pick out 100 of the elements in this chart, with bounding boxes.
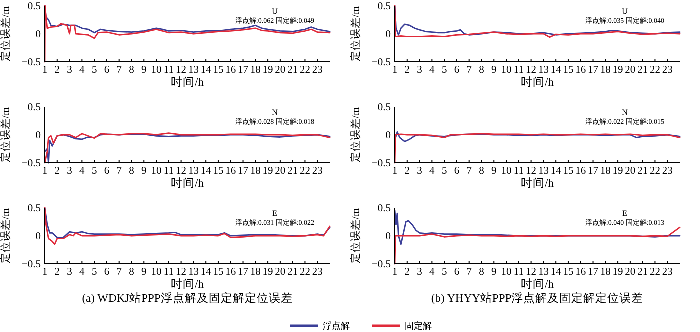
x-tick-label: 3	[67, 267, 72, 278]
x-tick-label: 11	[514, 267, 524, 278]
x-tick-label: 4	[430, 267, 436, 278]
x-tick-label: 10	[501, 267, 512, 278]
x-tick-label: 6	[104, 267, 110, 278]
x-axis-title: 时间/h	[171, 177, 204, 190]
x-tick-label: 8	[129, 166, 134, 177]
x-tick-label: 5	[92, 267, 98, 278]
x-tick-label: 19	[612, 166, 624, 177]
x-tick-label: 20	[625, 166, 636, 177]
x-tick-label: 9	[492, 65, 497, 76]
x-tick-label: 11	[164, 166, 174, 177]
y-tick-label: −0.5	[22, 158, 41, 170]
x-tick-label: 7	[116, 65, 122, 76]
x-tick-label: 4	[80, 166, 86, 177]
x-tick-label: 3	[67, 65, 72, 76]
x-tick-label: 2	[404, 166, 410, 177]
y-axis-title: 定位误差/m	[349, 107, 362, 163]
x-tick-label: 20	[275, 166, 286, 177]
x-tick-label: 14	[550, 65, 562, 76]
x-tick-label: 15	[213, 65, 224, 76]
x-tick-label: 10	[151, 267, 162, 278]
x-tick-label: 23	[662, 166, 673, 177]
x-tick-label: 6	[454, 65, 460, 76]
x-tick-label: 23	[312, 267, 323, 278]
x-tick-label: 17	[588, 65, 599, 76]
x-tick-label: 13	[188, 267, 199, 278]
x-tick-label: 2	[54, 65, 60, 76]
x-tick-label: 19	[262, 267, 274, 278]
x-tick-label: 14	[200, 166, 212, 177]
y-axis-title: 定位误差/m	[349, 208, 362, 264]
x-tick-label: 1	[42, 166, 48, 177]
y-axis-title: 定位误差/m	[0, 6, 12, 62]
line-series	[44, 5, 331, 63]
x-tick-label: 10	[501, 166, 512, 177]
x-tick-label: 5	[442, 267, 448, 278]
annotation: U	[622, 7, 628, 16]
x-tick-label: 12	[526, 65, 537, 76]
x-tick-label: 23	[312, 65, 323, 76]
x-tick-label: 5	[92, 65, 98, 76]
x-tick-label: 3	[417, 166, 422, 177]
x-tick-label: 23	[312, 166, 323, 177]
x-tick-label: 12	[526, 267, 537, 278]
text: (a) WDKJ站PPP浮点解及固定解定位误差	[82, 291, 293, 305]
y-tick-label: −0.5	[372, 158, 391, 170]
x-tick-label: 17	[238, 267, 249, 278]
x-tick-label: 20	[275, 65, 286, 76]
x-tick-label: 8	[129, 267, 134, 278]
x-tick-label: 6	[454, 166, 460, 177]
x-tick-label: 10	[151, 65, 162, 76]
y-tick-label: −0.5	[22, 260, 41, 270]
y-tick-label: 0	[36, 232, 41, 242]
y-tick-label: 0.5	[28, 204, 41, 214]
annotation: E	[272, 209, 278, 218]
x-tick-label: 12	[176, 65, 187, 76]
x-tick-label: 1	[42, 65, 48, 76]
x-tick-label: 14	[550, 267, 562, 278]
x-tick-label: 20	[625, 65, 636, 76]
x-tick-label: 19	[612, 65, 624, 76]
x-tick-label: 13	[538, 65, 549, 76]
x-tick-label: 1	[392, 267, 398, 278]
x-tick-label: 5	[442, 65, 448, 76]
x-tick-label: 3	[67, 166, 72, 177]
x-axis-title: 时间/h	[171, 76, 204, 89]
x-tick-label: 6	[104, 166, 110, 177]
x-axis-title: 时间/h	[521, 278, 554, 291]
x-tick-label: 15	[213, 166, 224, 177]
x-tick-label: 9	[142, 65, 147, 76]
x-tick-label: 7	[116, 166, 122, 177]
x-tick-label: 18	[600, 267, 611, 278]
x-tick-label: 22	[650, 267, 660, 278]
x-tick-label: 19	[612, 267, 624, 278]
x-tick-label: 3	[417, 267, 422, 278]
x-tick-label: 11	[514, 65, 524, 76]
x-tick-label: 4	[430, 65, 436, 76]
x-tick-label: 10	[501, 65, 512, 76]
x-tick-label: 1	[42, 267, 48, 278]
x-tick-label: 2	[54, 166, 60, 177]
x-tick-label: 12	[176, 166, 187, 177]
x-tick-label: 9	[142, 166, 147, 177]
x-tick-label: 15	[213, 267, 224, 278]
x-tick-label: 18	[600, 166, 611, 177]
y-tick-label: 0.5	[28, 102, 41, 114]
x-tick-label: 17	[588, 166, 599, 177]
x-tick-label: 21	[288, 166, 298, 177]
y-tick-label: 0.5	[378, 2, 391, 12]
x-tick-label: 22	[300, 65, 310, 76]
x-tick-label: 13	[538, 166, 549, 177]
y-axis-title: 定位误差/m	[0, 107, 12, 163]
x-tick-label: 9	[492, 166, 497, 177]
x-tick-label: 10	[151, 166, 162, 177]
annotation: E	[622, 209, 628, 218]
line-series	[44, 207, 331, 238]
y-tick-label: −0.5	[372, 260, 391, 270]
legend-label: 浮点解	[323, 321, 350, 331]
x-tick-label: 17	[238, 166, 249, 177]
x-tick-label: 17	[588, 267, 599, 278]
y-tick-label: 0	[386, 130, 391, 142]
x-tick-label: 16	[576, 166, 586, 177]
annotation: U	[272, 7, 278, 16]
